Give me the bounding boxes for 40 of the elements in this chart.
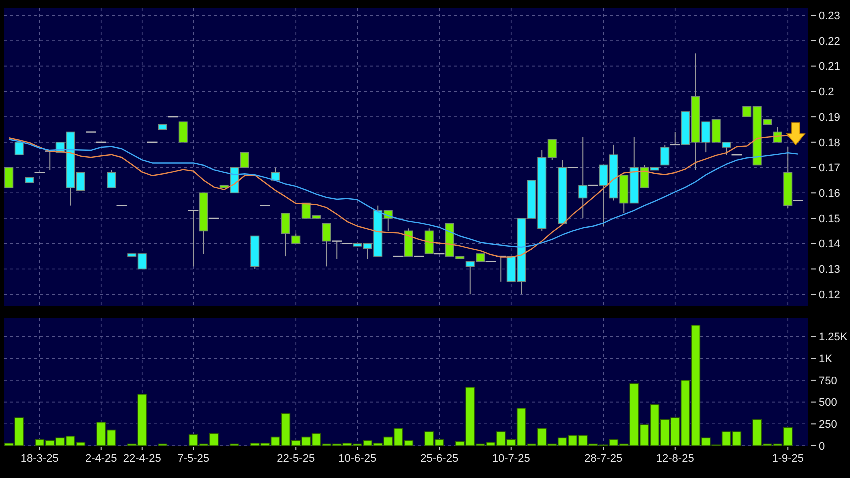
candlestick xyxy=(292,233,301,244)
x-tick-label: 2-4-25 xyxy=(85,453,118,465)
candlestick xyxy=(281,212,290,258)
y-tick-label: 0.17 xyxy=(819,162,840,175)
y-tick-label: 0.21 xyxy=(819,61,840,74)
y-tick-label: 0.13 xyxy=(819,264,840,276)
y-tick-label: 1K xyxy=(819,353,834,366)
y-tick-label: 0.12 xyxy=(819,289,840,302)
y-tick-label: 750 xyxy=(819,375,838,388)
candlestick xyxy=(660,144,670,166)
y-tick-label: 0.14 xyxy=(819,238,840,251)
y-tick-label: 1.25K xyxy=(819,332,848,344)
x-tick-label: 12-8-25 xyxy=(656,453,694,465)
candlestick xyxy=(424,228,434,255)
x-tick-label: 10-7-25 xyxy=(492,453,530,465)
y-tick-label: 0.19 xyxy=(819,112,840,124)
x-tick-label: 25-6-25 xyxy=(420,453,459,465)
y-tick-label: 0.18 xyxy=(819,137,840,150)
y-tick-label: 0.22 xyxy=(819,36,840,48)
x-tick-label: 1-9-25 xyxy=(772,453,804,465)
candlestick xyxy=(4,167,14,188)
x-tick-label: 28-7-25 xyxy=(584,453,623,465)
y-tick-label: 500 xyxy=(819,397,838,410)
candlestick xyxy=(322,223,332,268)
candlestick xyxy=(578,136,588,219)
x-tick-label: 22-4-25 xyxy=(123,453,162,465)
candlestick xyxy=(178,122,188,143)
candlestick xyxy=(107,170,116,189)
x-tick-label: 7-5-25 xyxy=(178,453,210,465)
y-tick-label: 0.15 xyxy=(819,213,840,226)
y-tick-label: 0.23 xyxy=(819,10,840,22)
candlestick xyxy=(14,142,24,156)
candlestick xyxy=(271,167,280,181)
y-tick-label: 250 xyxy=(819,419,838,432)
y-tick-label: 0.2 xyxy=(819,86,834,99)
y-tick-label: 0.16 xyxy=(819,188,840,200)
x-tick-label: 22-5-25 xyxy=(277,453,316,465)
x-tick-label: 18-3-25 xyxy=(20,453,59,465)
y-tick-label: 0 xyxy=(819,440,826,453)
x-tick-label: 10-6-25 xyxy=(338,453,377,465)
